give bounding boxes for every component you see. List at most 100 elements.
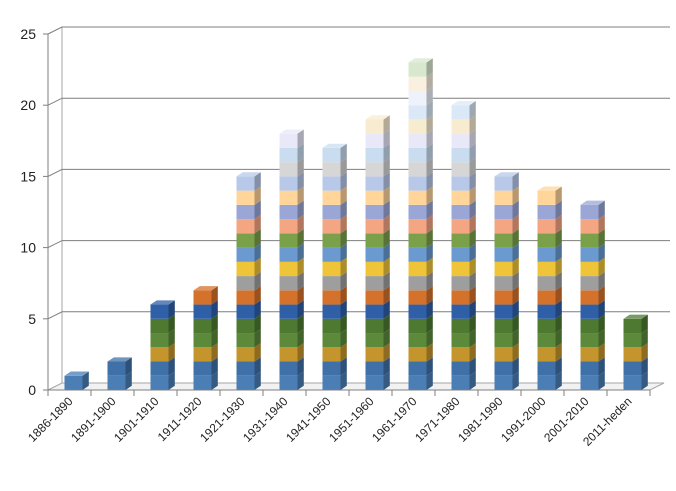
bar-segment-side [340,286,347,305]
bar-segment-side [512,286,519,305]
bar-segment [236,190,255,205]
bar-top [365,115,390,120]
bar-top [107,357,132,362]
bar-segment-side [383,243,390,262]
bar-segment-side [340,172,347,191]
bar-segment-side [641,343,648,362]
bar-segment-side [512,300,519,319]
bar-segment [322,233,341,248]
bar-segment [408,361,427,376]
bar-segment [279,204,298,220]
bar-segment [494,318,513,334]
bar-segment-side [469,271,476,291]
bar-segment [580,290,599,305]
bar-segment-side [82,371,89,390]
bar-segment-side [168,300,175,319]
bar-segment [451,233,470,248]
bar-segment-side [297,328,304,348]
bar-segment [494,204,513,220]
bar-segment-side [426,371,433,390]
bar-segment-side [598,343,605,362]
bar-segment [322,247,341,262]
bar-segment-side [340,143,347,163]
bar-segment-side [512,186,519,205]
bar-segment-side [426,271,433,291]
bar-segment [408,261,427,277]
bar-segment-side [383,200,390,220]
bar-segment [451,304,470,319]
bar-segment [408,119,427,134]
bar-segment-side [555,229,562,248]
bar-segment [494,361,513,376]
bar-top [580,200,605,205]
bar-segment-side [297,214,304,234]
bar-segment [279,318,298,334]
bar-segment-side [426,343,433,362]
bar-segment-side [555,357,562,376]
bar-1961-1970 [408,58,433,390]
bar-1991-2000 [537,186,562,390]
bar-top [64,371,89,376]
bar-segment-side [512,343,519,362]
bar-segment [623,318,642,334]
bar-segment-side [426,115,433,134]
bar-segment [150,318,169,334]
bar-segment-side [340,328,347,348]
bar-segment-side [426,58,433,77]
bar-segment-side [426,243,433,262]
bar-segment-side [254,243,261,262]
bar-segment [236,276,255,291]
bar-top [279,129,304,134]
bar-1981-1990 [494,172,519,390]
bar-segment [279,133,298,148]
bar-segment [236,233,255,248]
bar-segment [408,204,427,220]
bar-top [236,172,261,177]
bar-segment-side [512,200,519,220]
bar-segment [365,361,384,376]
bar-segment-side [254,357,261,376]
bar-segment-side [555,300,562,319]
bar-segment-side [598,357,605,376]
bar-segment [322,304,341,319]
y-axis: 0 5 10 15 20 25 [20,26,49,398]
bar-segment [365,133,384,148]
bar-segment [451,176,470,191]
bar-segment [279,361,298,376]
x-tick-label: 1911-1920 [155,394,205,444]
bar-segment-side [426,129,433,148]
bar-segment-side [297,257,304,277]
bar-segment [580,233,599,248]
bar-segment [494,261,513,277]
bar-segment-side [598,271,605,291]
bar-segment [451,361,470,376]
bar-segment-side [469,129,476,148]
bars [64,58,648,390]
bar-segment [150,375,169,390]
bar-segment-side [211,314,218,334]
bar-segment-side [340,343,347,362]
bar-segment [494,304,513,319]
bar-segment [537,333,556,348]
bar-segment [537,219,556,234]
bar-2001-2010 [580,200,605,390]
x-tick-label: 1921-1930 [197,394,248,445]
bar-segment-side [254,286,261,305]
bar-segment-side [254,343,261,362]
bar-segment [408,62,427,77]
bar-1951-1960 [365,115,390,390]
bar-segment [451,147,470,163]
bar-segment-side [168,328,175,348]
bar-segment [408,105,427,120]
bar-segment [322,147,341,163]
bar-segment [494,233,513,248]
bar-1886-1890 [64,371,89,390]
bar-segment-side [340,314,347,334]
bar-segment [279,304,298,319]
bar-segment-side [254,271,261,291]
bar-1921-1930 [236,172,261,390]
bar-segment [408,347,427,362]
bar-segment-side [211,371,218,390]
bar-segment-side [211,300,218,319]
bar-segment [408,290,427,305]
